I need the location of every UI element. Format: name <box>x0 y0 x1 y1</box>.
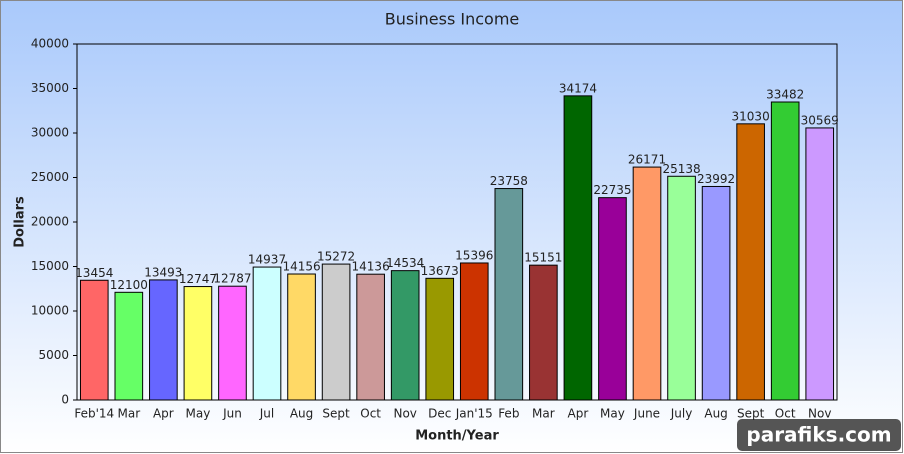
x-tick-label: Sept <box>737 407 765 421</box>
bar <box>149 279 178 401</box>
x-axis-label: Month/Year <box>415 429 499 444</box>
data-label: 14156 <box>282 260 320 274</box>
x-tick-label: Nov <box>393 407 416 421</box>
bar <box>494 188 524 401</box>
y-axis-label: Dollars <box>13 196 28 248</box>
y-tick-label: 25000 <box>31 170 69 184</box>
data-label: 23758 <box>490 174 528 188</box>
bar <box>805 127 835 401</box>
data-label: 23992 <box>697 172 735 186</box>
bar <box>598 197 627 401</box>
data-label: 14136 <box>352 260 390 274</box>
data-label: 15272 <box>317 250 355 264</box>
data-label: 13673 <box>421 264 459 278</box>
chart-title: Business Income <box>385 10 520 29</box>
bar <box>701 185 731 401</box>
x-tick-label: Dec <box>428 407 451 421</box>
data-label: 26171 <box>628 153 666 167</box>
x-tick-label: June <box>633 407 660 421</box>
data-label: 31030 <box>732 109 770 123</box>
x-tick-label: Oct <box>360 407 381 421</box>
bar <box>770 101 800 401</box>
bar <box>252 266 282 401</box>
x-tick-label: May <box>600 407 625 421</box>
bar <box>529 264 558 401</box>
y-tick-label: 15000 <box>31 259 69 273</box>
bar <box>321 263 351 401</box>
y-tick-label: 20000 <box>31 215 69 229</box>
data-label: 22735 <box>593 183 631 197</box>
data-label: 13493 <box>144 265 182 279</box>
bar <box>563 95 593 401</box>
x-tick-label: Mar <box>117 407 140 421</box>
data-label: 33482 <box>766 88 804 102</box>
y-tick-label: 5000 <box>38 348 69 362</box>
x-tick-label: Aug <box>704 407 727 421</box>
data-label: 14534 <box>386 256 424 270</box>
x-tick-label: Jan'15 <box>455 407 493 421</box>
watermark: parafiks.com <box>746 423 891 447</box>
data-label: 15396 <box>455 248 493 262</box>
data-label: 12787 <box>213 272 251 286</box>
bar <box>459 262 489 401</box>
data-label: 25138 <box>662 162 700 176</box>
y-tick-label: 0 <box>61 393 69 407</box>
x-tick-label: May <box>186 407 211 421</box>
bar <box>425 277 455 401</box>
data-label: 34174 <box>559 81 597 95</box>
x-tick-label: Feb <box>498 407 519 421</box>
data-label: 12100 <box>110 278 148 292</box>
x-tick-label: Feb'14 <box>74 407 114 421</box>
bar <box>79 279 109 401</box>
x-tick-label: Jul <box>259 407 274 421</box>
bar <box>218 285 247 401</box>
data-label: 15151 <box>524 251 562 265</box>
x-tick-label: Apr <box>568 407 589 421</box>
data-label: 12747 <box>179 272 217 286</box>
x-tick-label: Apr <box>153 407 174 421</box>
watermark-box <box>737 419 901 451</box>
bar <box>390 270 420 401</box>
bar <box>736 123 765 401</box>
x-tick-label: Sept <box>322 407 350 421</box>
data-label: 14937 <box>248 253 286 267</box>
y-tick-label: 35000 <box>31 81 69 95</box>
bar <box>632 166 662 401</box>
y-tick-label: 10000 <box>31 304 69 318</box>
x-tick-label: July <box>670 407 693 421</box>
x-tick-label: Jun <box>222 407 242 421</box>
x-tick-label: Aug <box>290 407 313 421</box>
bar <box>183 286 213 401</box>
bar <box>114 291 144 401</box>
x-tick-label: Nov <box>808 407 831 421</box>
x-tick-label: Oct <box>775 407 796 421</box>
bar <box>356 273 385 401</box>
x-tick-label: Mar <box>532 407 555 421</box>
bar <box>287 273 316 401</box>
bar <box>667 175 696 401</box>
data-label: 13454 <box>75 266 113 280</box>
data-label: 30569 <box>801 113 839 127</box>
y-tick-label: 40000 <box>31 37 69 51</box>
y-tick-label: 30000 <box>31 126 69 140</box>
